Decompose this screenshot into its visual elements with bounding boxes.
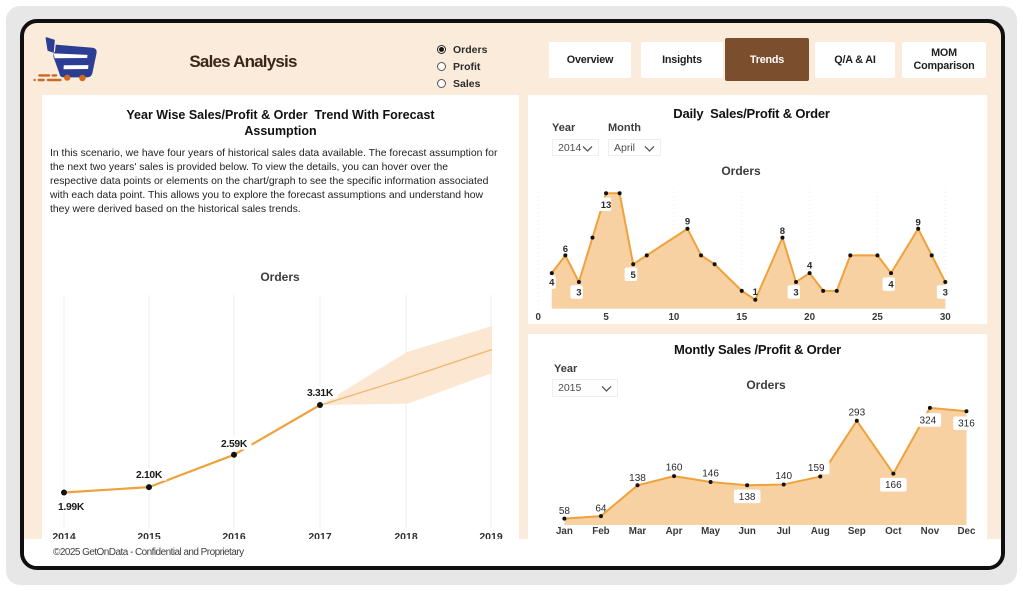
svg-text:2017: 2017 — [308, 531, 332, 539]
svg-text:1: 1 — [753, 287, 759, 298]
svg-text:Dec: Dec — [957, 526, 976, 537]
svg-text:Apr: Apr — [666, 526, 683, 537]
svg-text:13: 13 — [601, 200, 612, 211]
svg-text:8: 8 — [780, 226, 785, 237]
svg-text:138: 138 — [629, 473, 646, 484]
svg-text:Jul: Jul — [777, 526, 791, 537]
svg-text:2.59K: 2.59K — [221, 439, 248, 450]
svg-text:9: 9 — [685, 216, 690, 227]
svg-text:3.31K: 3.31K — [307, 388, 334, 399]
svg-text:Jan: Jan — [556, 526, 573, 537]
svg-text:4: 4 — [888, 280, 894, 291]
svg-text:138: 138 — [739, 492, 756, 503]
svg-text:3: 3 — [943, 287, 948, 298]
svg-text:160: 160 — [666, 463, 683, 474]
svg-text:2018: 2018 — [394, 531, 418, 539]
svg-text:2019: 2019 — [479, 531, 503, 539]
svg-text:5: 5 — [631, 270, 637, 281]
svg-text:293: 293 — [848, 407, 865, 418]
svg-text:Aug: Aug — [811, 526, 830, 537]
svg-text:2015: 2015 — [137, 531, 161, 539]
svg-text:4: 4 — [549, 278, 555, 289]
svg-text:4: 4 — [807, 261, 813, 272]
svg-text:15: 15 — [736, 312, 747, 323]
svg-text:2016: 2016 — [222, 531, 246, 539]
svg-text:Jun: Jun — [738, 526, 755, 537]
svg-text:Oct: Oct — [885, 526, 902, 537]
svg-text:20: 20 — [804, 312, 815, 323]
svg-text:0: 0 — [535, 312, 541, 323]
svg-text:Feb: Feb — [592, 526, 609, 537]
svg-text:6: 6 — [563, 244, 568, 255]
svg-text:3: 3 — [793, 287, 798, 298]
svg-text:324: 324 — [920, 415, 937, 426]
svg-text:316: 316 — [958, 419, 975, 430]
svg-text:5: 5 — [603, 312, 609, 323]
svg-text:146: 146 — [702, 468, 719, 479]
svg-text:3: 3 — [576, 287, 581, 298]
svg-text:64: 64 — [595, 504, 607, 515]
svg-text:Mar: Mar — [629, 526, 647, 537]
svg-text:10: 10 — [668, 312, 679, 323]
svg-text:25: 25 — [872, 312, 883, 323]
svg-text:140: 140 — [775, 471, 792, 482]
svg-text:9: 9 — [916, 217, 921, 228]
svg-text:Nov: Nov — [921, 526, 940, 537]
svg-text:58: 58 — [559, 506, 571, 517]
svg-text:1.99K: 1.99K — [58, 502, 85, 513]
svg-text:Sep: Sep — [848, 526, 866, 537]
svg-text:2014: 2014 — [52, 531, 76, 539]
svg-text:30: 30 — [940, 312, 951, 323]
svg-text:May: May — [701, 526, 721, 537]
svg-text:166: 166 — [885, 480, 902, 491]
svg-text:2.10K: 2.10K — [136, 470, 163, 481]
svg-text:159: 159 — [808, 463, 825, 474]
